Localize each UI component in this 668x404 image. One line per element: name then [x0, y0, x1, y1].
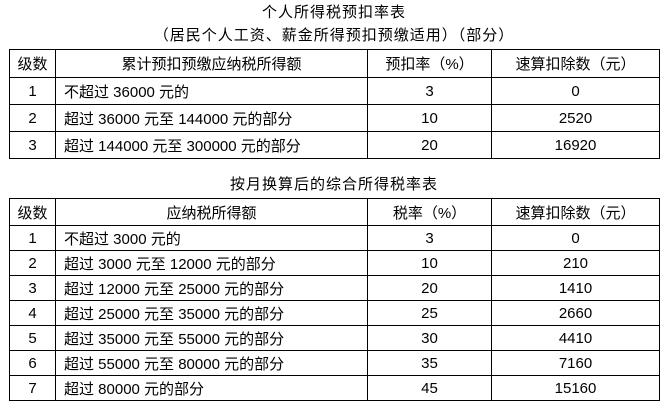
monthly-table-title: 按月换算后的综合所得税率表 [229, 176, 438, 193]
withholding-table-title: 个人所得税预扣率表 [261, 4, 406, 21]
col-header-quick-deduction: 速算扣除数（元） [491, 198, 660, 226]
table-row: 6 超过 55000 元至 80000 元的部分 35 7160 [9, 350, 660, 376]
cell-quick-deduction: 15160 [491, 375, 660, 401]
table-row: 3 超过 12000 元至 25000 元的部分 20 1410 [9, 275, 660, 301]
monthly-table-header-row: 级数 应纳税所得额 税率（%） 速算扣除数（元） [9, 198, 660, 226]
cell-rate: 3 [367, 77, 492, 105]
cell-rate: 10 [367, 104, 492, 132]
cell-rate: 20 [367, 131, 492, 159]
cell-income-bracket: 不超过 3000 元的 [55, 225, 368, 251]
table-row: 2 超过 3000 元至 12000 元的部分 10 210 [9, 250, 660, 276]
cell-rate: 10 [367, 250, 492, 276]
cell-rate: 35 [367, 350, 492, 376]
withholding-table-subtitle: （居民个人工资、薪金所得预扣预缴适用）（部分） [153, 27, 515, 44]
cell-level: 4 [9, 300, 56, 326]
cell-rate: 30 [367, 325, 492, 351]
table-row: 2 超过 36000 元至 144000 元的部分 10 2520 [9, 104, 660, 132]
cell-level: 2 [9, 104, 56, 132]
cell-income-bracket: 超过 25000 元至 35000 元的部分 [55, 300, 368, 326]
col-header-taxable-income: 应纳税所得额 [55, 198, 368, 226]
col-header-tax-rate: 税率（%） [367, 198, 492, 226]
col-header-withholding-rate: 预扣率（%） [367, 49, 492, 78]
table-row: 4 超过 25000 元至 35000 元的部分 25 2660 [9, 300, 660, 326]
cell-income-bracket: 超过 144000 元至 300000 元的部分 [55, 131, 368, 159]
cell-income-bracket: 超过 3000 元至 12000 元的部分 [55, 250, 368, 276]
monthly-table-body: 1 不超过 3000 元的 3 0 2 超过 3000 元至 12000 元的部分 10 21… [9, 225, 660, 401]
cell-level: 7 [9, 375, 56, 401]
cell-level: 6 [9, 350, 56, 376]
table-row: 7 超过 80000 元的部分 45 15160 [9, 375, 660, 401]
cell-quick-deduction: 4410 [491, 325, 660, 351]
cell-quick-deduction: 210 [491, 250, 660, 276]
cell-income-bracket: 超过 35000 元至 55000 元的部分 [55, 325, 368, 351]
cell-level: 2 [9, 250, 56, 276]
withholding-rate-table: 级数 累计预扣预缴应纳税所得额 预扣率（%） 速算扣除数（元） 1 不超过 360… [9, 49, 660, 159]
cell-income-bracket: 超过 80000 元的部分 [55, 375, 368, 401]
withholding-table-header-row: 级数 累计预扣预缴应纳税所得额 预扣率（%） 速算扣除数（元） [9, 49, 660, 78]
col-header-level: 级数 [9, 49, 56, 78]
col-header-level: 级数 [9, 198, 56, 226]
table-row: 5 超过 35000 元至 55000 元的部分 30 4410 [9, 325, 660, 351]
cell-level: 5 [9, 325, 56, 351]
cell-level: 3 [9, 131, 56, 159]
col-header-quick-deduction: 速算扣除数（元） [491, 49, 660, 78]
monthly-converted-tax-rate-table: 级数 应纳税所得额 税率（%） 速算扣除数（元） 1 不超过 3000 元的 3 0 2… [9, 198, 660, 401]
cell-rate: 25 [367, 300, 492, 326]
table-row: 1 不超过 36000 元的 3 0 [9, 77, 660, 105]
cell-quick-deduction: 16920 [491, 131, 660, 159]
cell-rate: 45 [367, 375, 492, 401]
cell-level: 1 [9, 225, 56, 251]
cell-quick-deduction: 1410 [491, 275, 660, 301]
cell-quick-deduction: 0 [491, 225, 660, 251]
cell-level: 1 [9, 77, 56, 105]
table-row: 3 超过 144000 元至 300000 元的部分 20 16920 [9, 131, 660, 159]
cell-income-bracket: 不超过 36000 元的 [55, 77, 368, 105]
cell-rate: 3 [367, 225, 492, 251]
table-row: 1 不超过 3000 元的 3 0 [9, 225, 660, 251]
cell-quick-deduction: 0 [491, 77, 660, 105]
cell-income-bracket: 超过 12000 元至 25000 元的部分 [55, 275, 368, 301]
cell-rate: 20 [367, 275, 492, 301]
cell-quick-deduction: 2660 [491, 300, 660, 326]
cell-income-bracket: 超过 55000 元至 80000 元的部分 [55, 350, 368, 376]
cell-quick-deduction: 2520 [491, 104, 660, 132]
cell-quick-deduction: 7160 [491, 350, 660, 376]
withholding-table-body: 1 不超过 36000 元的 3 0 2 超过 36000 元至 144000 元的部分 1… [9, 77, 660, 159]
cell-level: 3 [9, 275, 56, 301]
cell-income-bracket: 超过 36000 元至 144000 元的部分 [55, 104, 368, 132]
col-header-cumulative-taxable-income: 累计预扣预缴应纳税所得额 [55, 49, 368, 78]
